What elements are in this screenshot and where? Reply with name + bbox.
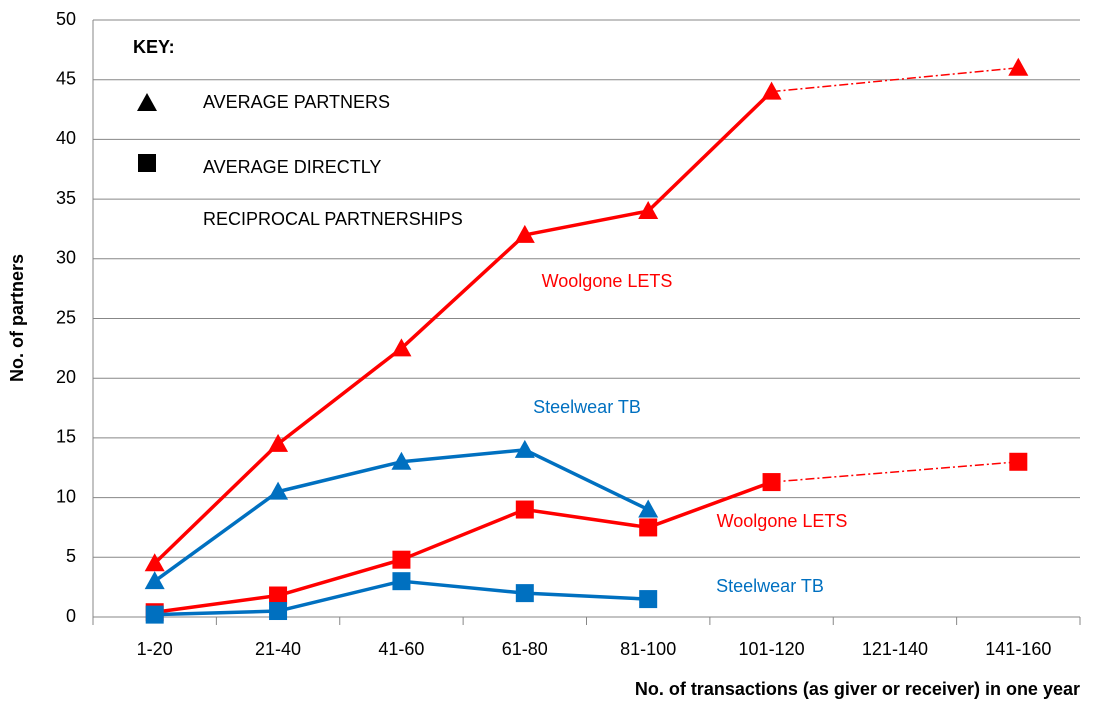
- series-annotation: Woolgone LETS: [717, 511, 848, 531]
- x-tick-label: 21-40: [255, 639, 301, 659]
- key-label: RECIPROCAL PARTNERSHIPS: [203, 209, 463, 229]
- key-marker: [138, 154, 156, 172]
- x-tick-label: 121-140: [862, 639, 928, 659]
- series-marker: [269, 602, 288, 621]
- series-marker: [761, 81, 782, 100]
- series-marker: [762, 473, 781, 492]
- x-tick-label: 141-160: [985, 639, 1051, 659]
- y-tick-label: 45: [56, 68, 76, 88]
- series-marker: [145, 605, 164, 624]
- x-tick-label: 61-80: [502, 639, 548, 659]
- series-marker: [1008, 57, 1029, 76]
- series-marker: [514, 439, 535, 458]
- series-marker: [514, 224, 535, 243]
- series-marker: [391, 338, 412, 357]
- series-line: [154, 480, 773, 614]
- x-tick-label: 41-60: [378, 639, 424, 659]
- key-title: KEY:: [133, 37, 175, 57]
- series-marker: [392, 550, 411, 569]
- series-bridge: [771, 67, 1019, 93]
- y-tick-label: 20: [56, 367, 76, 387]
- y-tick-label: 10: [56, 486, 76, 506]
- x-tick-label: 101-120: [739, 639, 805, 659]
- x-axis-label: No. of transactions (as giver or receive…: [635, 679, 1080, 699]
- key-label: AVERAGE DIRECTLY: [203, 157, 381, 177]
- series-marker: [269, 586, 288, 605]
- series-marker: [638, 201, 659, 220]
- series-annotation: Woolgone LETS: [542, 271, 673, 291]
- y-tick-label: 25: [56, 307, 76, 327]
- y-tick-label: 15: [56, 427, 76, 447]
- y-axis-label: No. of partners: [7, 254, 27, 382]
- y-tick-label: 0: [66, 606, 76, 626]
- series-marker: [268, 481, 289, 500]
- key-marker: [137, 93, 157, 111]
- series-bridge: [771, 461, 1019, 483]
- series-marker: [268, 433, 289, 452]
- y-tick-label: 50: [56, 9, 76, 29]
- series-annotation: Steelwear TB: [716, 576, 824, 596]
- y-tick-label: 40: [56, 128, 76, 148]
- x-tick-label: 1-20: [137, 639, 173, 659]
- series-marker: [392, 572, 411, 591]
- series-marker: [1009, 452, 1028, 471]
- series-marker: [144, 553, 165, 572]
- x-tick-label: 81-100: [620, 639, 676, 659]
- series-marker: [515, 500, 534, 519]
- series-marker: [144, 571, 165, 590]
- series-marker: [638, 499, 659, 518]
- series-marker: [639, 590, 658, 609]
- series-marker: [639, 518, 658, 537]
- key-label: AVERAGE PARTNERS: [203, 92, 390, 112]
- y-tick-label: 5: [66, 546, 76, 566]
- y-tick-label: 30: [56, 248, 76, 268]
- series-marker: [515, 584, 534, 603]
- y-tick-label: 35: [56, 188, 76, 208]
- series-annotation: Steelwear TB: [533, 397, 641, 417]
- series-line: [153, 90, 773, 565]
- series-marker: [391, 451, 412, 470]
